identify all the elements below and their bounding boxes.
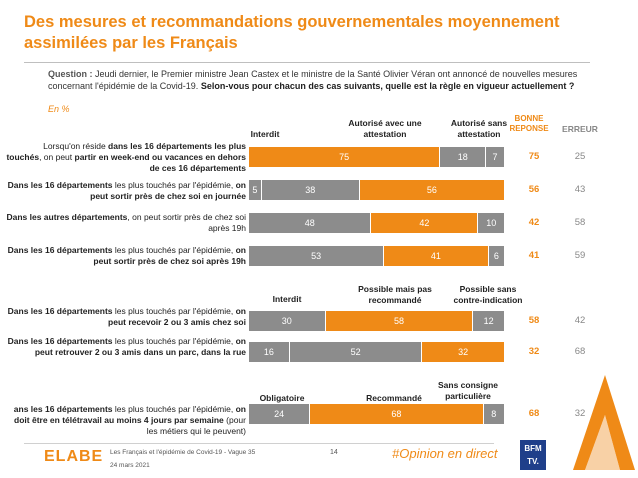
row-label-part: (pour les métiers qui le peuvent) bbox=[146, 415, 246, 436]
bar-segment: 30 bbox=[249, 311, 326, 331]
stacked-bar: 5 38 56 bbox=[249, 180, 504, 200]
stacked-bar: 53 41 6 bbox=[249, 246, 504, 266]
correct-answer-value: 32 bbox=[528, 346, 540, 357]
correct-answer-header: BONNE REPONSE bbox=[509, 114, 549, 133]
bar-segment: 56 bbox=[359, 180, 504, 200]
row-label-part: les plus touchés par l'épidémie, bbox=[112, 306, 236, 316]
error-value: 58 bbox=[574, 217, 586, 228]
row-label-part: partir en week-end ou vacances en dehors… bbox=[74, 152, 246, 173]
stacked-bar: 48 42 10 bbox=[249, 213, 504, 233]
error-value: 25 bbox=[574, 151, 586, 162]
row-label-part: , on peut sortir près de chez soi après … bbox=[127, 212, 246, 233]
row-label: Dans les autres départements, on peut so… bbox=[6, 212, 246, 234]
row-label-part: les plus touchés par l'épidémie, bbox=[112, 404, 236, 414]
row-label-part: on peut retrouver 2 ou 3 amis dans un pa… bbox=[34, 336, 246, 357]
row-label-part: Dans les 16 départements bbox=[7, 245, 113, 255]
decorative-triangle-icon bbox=[573, 375, 635, 470]
row-label: ans les 16 départements les plus touchés… bbox=[6, 404, 246, 437]
bar-segment: 24 bbox=[249, 404, 311, 424]
bar-segment: 5 bbox=[249, 180, 262, 200]
unit-label: En % bbox=[48, 104, 70, 114]
bar-segment: 53 bbox=[249, 246, 385, 266]
row-label-part: Dans les 16 départements bbox=[7, 306, 113, 316]
row-label: Dans les 16 départements les plus touché… bbox=[6, 306, 246, 328]
row-label-part: , on peut bbox=[39, 152, 75, 162]
row-label-part: on peut recevoir 2 ou 3 amis chez soi bbox=[108, 306, 246, 327]
error-header: ERREUR bbox=[562, 124, 598, 134]
legend-g3-s1: Obligatoire bbox=[259, 393, 305, 403]
bar-segment: 7 bbox=[486, 147, 504, 167]
bar-segment: 68 bbox=[310, 404, 484, 424]
row-label-part: ans les 16 départements bbox=[13, 404, 113, 414]
bfm-logo-line1: BFM bbox=[524, 444, 542, 453]
question-text: Question : Jeudi dernier, le Premier min… bbox=[48, 68, 608, 92]
bar-segment: 52 bbox=[289, 342, 423, 362]
correct-answer-value: 56 bbox=[528, 184, 540, 195]
bar-segment: 18 bbox=[440, 147, 487, 167]
bar-segment: 41 bbox=[384, 246, 489, 266]
error-value: 42 bbox=[574, 315, 586, 326]
row-label-part: on peut sortir près de chez soi après 19… bbox=[93, 245, 246, 266]
stacked-bar: 24 68 8 bbox=[249, 404, 504, 424]
row-label-part: Dans les autres départements bbox=[6, 212, 128, 222]
bar-segment: 58 bbox=[325, 311, 474, 331]
correct-answer-value: 75 bbox=[528, 151, 540, 162]
row-label-part: Dans les 16 départements bbox=[7, 336, 113, 346]
row-label-part: on doit être en télétravail au moins 4 j… bbox=[14, 404, 246, 425]
row-label-part: on peut sortir près de chez soi en journ… bbox=[90, 180, 246, 201]
elabe-logo: ELABE bbox=[44, 448, 104, 465]
stacked-bar: 30 58 12 bbox=[249, 311, 504, 331]
row-label: Dans les 16 départements les plus touché… bbox=[6, 245, 246, 267]
row-label-part: les plus touchés par l'épidémie, bbox=[112, 336, 236, 346]
bar-segment: 10 bbox=[478, 213, 504, 233]
error-value: 68 bbox=[574, 346, 586, 357]
page-title: Des mesures et recommandations gouvernem… bbox=[24, 13, 560, 52]
question-label: Question : bbox=[48, 69, 93, 79]
bar-segment: 32 bbox=[422, 342, 504, 362]
row-label-part: les plus touchés par l'épidémie, bbox=[112, 245, 236, 255]
row-label-part: Dans les 16 départements bbox=[7, 180, 113, 190]
bar-segment: 8 bbox=[483, 404, 504, 424]
correct-answer-value: 41 bbox=[528, 250, 540, 261]
page-number: 14 bbox=[330, 449, 338, 456]
bar-segment: 12 bbox=[473, 311, 504, 331]
correct-answer-value: 42 bbox=[528, 217, 540, 228]
footer-divider bbox=[24, 443, 494, 444]
error-value: 43 bbox=[574, 184, 586, 195]
legend-g3-s3: Sans consigne particulière bbox=[438, 380, 498, 401]
legend-g1-s1: Interdit bbox=[250, 129, 280, 139]
row-label-part: les plus touchés par l'épidémie, bbox=[112, 180, 236, 190]
row-label-part: dans les 16 départements les plus touché… bbox=[6, 141, 246, 162]
stacked-bar: 75 18 7 bbox=[249, 147, 504, 167]
legend-g1-s3: Autorisé sans attestation bbox=[450, 118, 508, 139]
legend-g2-s2: Possible mais pas recommandé bbox=[358, 284, 432, 305]
footer-date: 24 mars 2021 bbox=[110, 462, 150, 469]
bar-segment: 6 bbox=[488, 246, 504, 266]
row-label: Dans les 16 départements les plus touché… bbox=[6, 180, 246, 202]
stacked-bar: 16 52 32 bbox=[249, 342, 504, 362]
bar-segment: 16 bbox=[249, 342, 290, 362]
bfmtv-logo: BFM TV. bbox=[520, 440, 546, 470]
footer-source: Les Français et l'épidémie de Covid-19 -… bbox=[110, 449, 256, 456]
row-label: Lorsqu'on réside dans les 16 département… bbox=[6, 141, 246, 174]
row-label-part: Lorsqu'on réside bbox=[43, 141, 109, 151]
correct-answer-value: 58 bbox=[528, 315, 540, 326]
row-label: Dans les 16 départements les plus touché… bbox=[6, 336, 246, 358]
correct-answer-value: 68 bbox=[528, 408, 540, 419]
legend-g2-s3: Possible sans contre-indication bbox=[453, 284, 523, 305]
question-main: Selon-vous pour chacun des cas suivants,… bbox=[200, 81, 575, 91]
legend-g1-s2: Autorisé avec une attestation bbox=[348, 118, 422, 139]
bar-segment: 75 bbox=[249, 147, 441, 167]
bar-segment: 42 bbox=[371, 213, 479, 233]
bfm-logo-line2: TV. bbox=[527, 457, 539, 466]
title-divider bbox=[24, 62, 590, 63]
legend-g3-s2: Recommandé bbox=[366, 393, 422, 403]
error-value: 59 bbox=[574, 250, 586, 261]
hashtag: #Opinion en direct bbox=[392, 446, 498, 461]
question-context: Jeudi dernier, le Premier ministre Jean … bbox=[48, 69, 578, 91]
bar-segment: 38 bbox=[261, 180, 360, 200]
legend-g2-s1: Interdit bbox=[272, 294, 302, 304]
error-value: 32 bbox=[574, 408, 586, 419]
bar-segment: 48 bbox=[249, 213, 372, 233]
